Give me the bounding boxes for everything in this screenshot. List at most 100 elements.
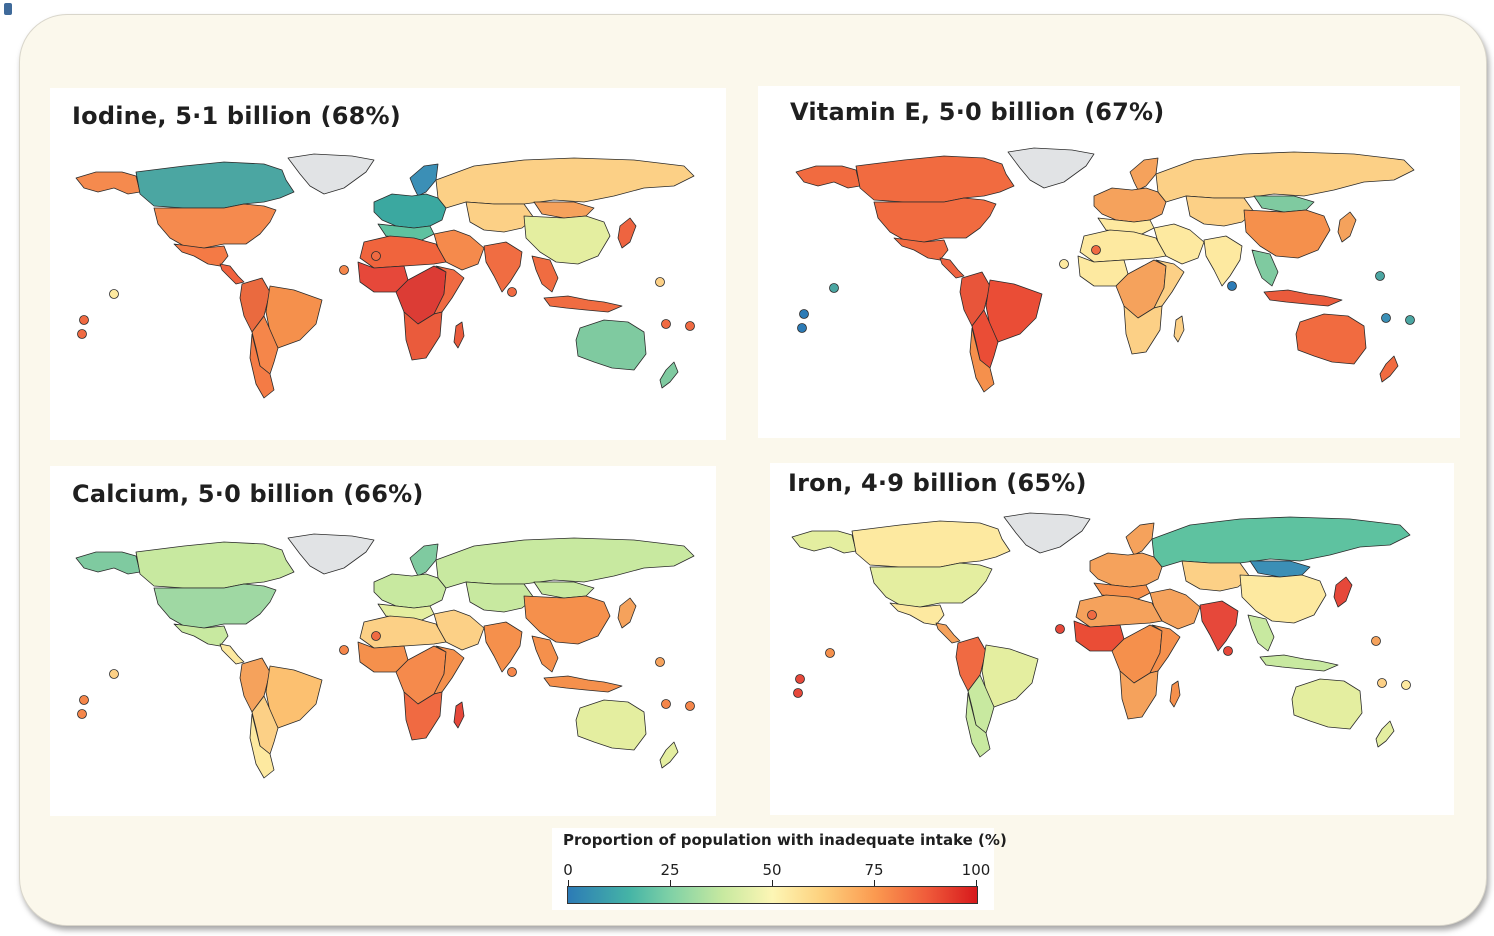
region-mexico xyxy=(173,623,229,647)
region-australia xyxy=(1291,678,1363,730)
panel-title: Iron, 4·9 billion (65%) xyxy=(788,469,1087,497)
region-new-zealand xyxy=(659,741,679,769)
island-marker xyxy=(1227,281,1237,291)
region-mongolia xyxy=(1253,195,1315,213)
legend-tick-label: 25 xyxy=(660,861,680,879)
region-mongolia xyxy=(533,581,595,599)
island-marker xyxy=(685,701,695,711)
region-southern-africa xyxy=(1123,305,1163,355)
map-panel-calcium: Calcium, 5·0 billion (66%) xyxy=(50,466,716,816)
island-marker xyxy=(109,669,119,679)
region-new-zealand xyxy=(1375,720,1395,748)
region-brazil-east xyxy=(265,665,323,729)
region-canada xyxy=(135,161,295,209)
legend-tick-mark xyxy=(772,880,773,886)
region-middle-east xyxy=(1149,588,1201,630)
map-layer xyxy=(75,153,695,399)
region-middle-east xyxy=(1153,223,1205,265)
region-mongolia xyxy=(533,201,595,219)
region-central-asia xyxy=(465,201,535,233)
region-india xyxy=(1199,600,1239,652)
region-southeast-asia xyxy=(1247,614,1275,652)
island-marker xyxy=(1059,259,1069,269)
region-russia xyxy=(435,537,695,589)
region-russia xyxy=(1151,516,1411,568)
region-brazil-east xyxy=(981,644,1039,708)
legend-tick-label: 0 xyxy=(563,861,573,879)
region-canada xyxy=(855,155,1015,203)
region-china xyxy=(1239,574,1327,624)
region-australia xyxy=(575,319,647,371)
region-north-africa xyxy=(359,235,447,269)
island-marker xyxy=(655,277,665,287)
region-central-america xyxy=(935,622,961,644)
region-australia xyxy=(1295,313,1367,365)
region-north-africa xyxy=(1079,229,1167,263)
map-layer xyxy=(791,512,1411,758)
island-marker xyxy=(1377,678,1387,688)
region-north-africa xyxy=(1075,594,1163,628)
region-russia xyxy=(1155,151,1415,203)
region-india xyxy=(483,241,523,293)
panel-title: Calcium, 5·0 billion (66%) xyxy=(72,480,424,508)
region-scandinavia xyxy=(1129,157,1159,191)
region-scandinavia xyxy=(409,163,439,197)
region-europe xyxy=(373,573,447,609)
slide-corner-mark xyxy=(4,3,12,15)
legend-tick-label: 100 xyxy=(961,861,991,879)
island-marker xyxy=(507,667,517,677)
map-layer xyxy=(795,147,1415,393)
region-southern-africa xyxy=(403,311,443,361)
region-southeast-asia xyxy=(531,635,559,673)
island-marker xyxy=(661,699,671,709)
region-central-asia xyxy=(465,581,535,613)
region-greenland xyxy=(1007,147,1095,189)
island-marker xyxy=(1223,646,1233,656)
region-europe xyxy=(1089,552,1163,588)
island-marker xyxy=(1087,610,1097,620)
region-new-zealand xyxy=(659,361,679,389)
region-chile xyxy=(965,692,991,758)
island-marker xyxy=(79,315,89,325)
region-madagascar xyxy=(1173,315,1185,343)
map-panel-iron: Iron, 4·9 billion (65%) xyxy=(770,463,1454,815)
island-marker xyxy=(371,631,381,641)
region-russia xyxy=(435,157,695,209)
region-southeast-asia xyxy=(1251,249,1279,287)
region-brazil-east xyxy=(985,279,1043,343)
island-marker xyxy=(339,645,349,655)
region-madagascar xyxy=(1169,680,1181,708)
map-panel-iodine: Iodine, 5·1 billion (68%) xyxy=(50,88,726,440)
region-usa xyxy=(873,197,997,243)
panel-title: Vitamin E, 5·0 billion (67%) xyxy=(790,98,1165,126)
island-marker xyxy=(685,321,695,331)
region-alaska xyxy=(795,165,861,189)
island-marker xyxy=(77,709,87,719)
map-layer xyxy=(75,533,695,779)
region-canada xyxy=(135,541,295,589)
island-marker xyxy=(797,323,807,333)
region-alaska xyxy=(791,530,857,554)
region-japan xyxy=(617,597,637,629)
region-southern-africa xyxy=(1119,670,1159,720)
region-central-america xyxy=(219,263,245,285)
world-map-vitamin-e xyxy=(795,147,1415,393)
island-marker xyxy=(1401,680,1411,690)
region-japan xyxy=(1337,211,1357,243)
region-china xyxy=(1243,209,1331,259)
region-southeast-asia xyxy=(531,255,559,293)
island-marker xyxy=(825,648,835,658)
island-marker xyxy=(793,688,803,698)
region-alaska xyxy=(75,551,141,575)
island-marker xyxy=(507,287,517,297)
region-central-america xyxy=(939,257,965,279)
island-marker xyxy=(1371,636,1381,646)
region-north-africa xyxy=(359,615,447,649)
color-legend: Proportion of population with inadequate… xyxy=(552,828,1007,910)
legend-tick-mark xyxy=(874,880,875,886)
map-panel-vitamin-e: Vitamin E, 5·0 billion (67%) xyxy=(758,86,1460,438)
region-middle-east xyxy=(433,229,485,271)
island-marker xyxy=(799,309,809,319)
region-china xyxy=(523,595,611,645)
island-marker xyxy=(109,289,119,299)
